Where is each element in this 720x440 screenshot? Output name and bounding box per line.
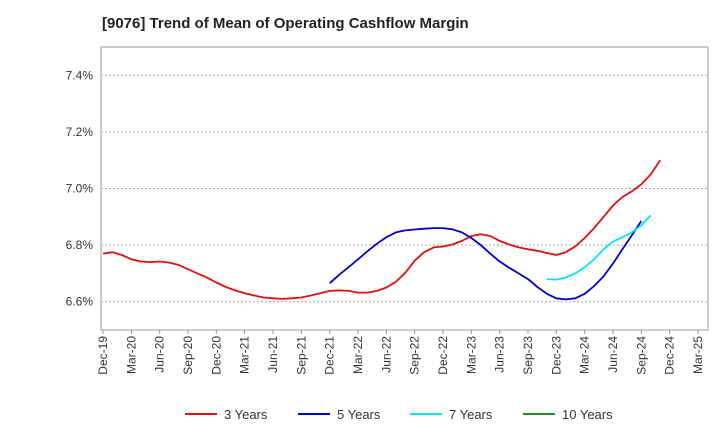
x-tick-label: Mar-25	[691, 336, 705, 374]
x-tick-label: Dec-21	[323, 336, 337, 375]
grid-lines	[101, 74, 708, 303]
x-axis-ticks: Dec-19 Mar-20 Jun-20 Sep-20 Dec-20 Mar-21 Jun-…	[96, 330, 705, 375]
x-tick-label: Jun-22	[379, 336, 393, 373]
y-tick-label: 7.2%	[66, 125, 94, 139]
y-tick-label: 6.6%	[66, 295, 94, 309]
legend: 3 Years 5 Years 7 Years 10 Years	[185, 407, 613, 422]
x-tick-label: Jun-23	[493, 336, 507, 373]
series-line-5-years	[329, 220, 643, 301]
chart-title: [9076] Trend of Mean of Operating Cashfl…	[102, 15, 469, 32]
series-lines	[102, 159, 661, 301]
x-tick-label: Dec-22	[436, 336, 450, 375]
x-tick-label: Mar-21	[238, 336, 252, 374]
series-line-3-years	[102, 159, 661, 300]
x-tick-label: Sep-24	[634, 336, 648, 375]
y-axis-ticks: 6.6% 6.8% 7.0% 7.2% 7.4%	[66, 68, 94, 308]
x-tick-label: Jun-20	[153, 336, 167, 373]
x-tick-label: Sep-21	[294, 336, 308, 375]
legend-label: 7 Years	[449, 407, 493, 422]
legend-label: 5 Years	[337, 407, 381, 422]
x-tick-label: Sep-22	[408, 336, 422, 375]
plot-area	[100, 46, 709, 331]
y-tick-label: 6.8%	[66, 238, 94, 252]
series-line-7-years	[546, 214, 652, 281]
x-tick-label: Mar-24	[578, 336, 592, 374]
x-tick-label: Dec-24	[663, 336, 677, 375]
x-tick-label: Mar-23	[464, 336, 478, 374]
x-tick-label: Dec-23	[549, 336, 563, 375]
x-tick-label: Mar-20	[124, 336, 138, 374]
x-tick-label: Sep-20	[181, 336, 195, 375]
y-tick-label: 7.0%	[66, 182, 94, 196]
legend-label: 3 Years	[224, 407, 268, 422]
y-tick-label: 7.4%	[66, 68, 94, 82]
x-tick-label: Jun-21	[266, 336, 280, 373]
x-tick-label: Jun-24	[606, 336, 620, 373]
x-tick-label: Dec-19	[96, 336, 110, 375]
legend-label: 10 Years	[562, 407, 613, 422]
x-tick-label: Sep-23	[521, 336, 535, 375]
x-tick-label: Mar-22	[351, 336, 365, 374]
x-tick-label: Dec-20	[209, 336, 223, 375]
